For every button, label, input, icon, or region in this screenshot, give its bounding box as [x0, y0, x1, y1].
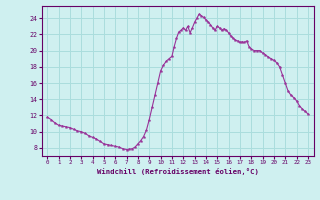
- X-axis label: Windchill (Refroidissement éolien,°C): Windchill (Refroidissement éolien,°C): [97, 168, 259, 175]
